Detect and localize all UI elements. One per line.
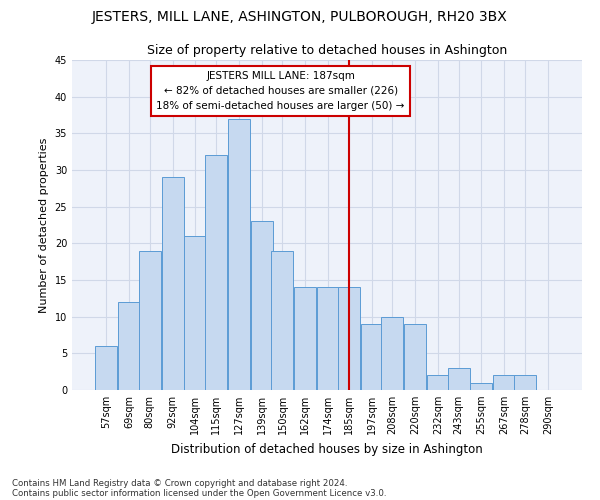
Title: Size of property relative to detached houses in Ashington: Size of property relative to detached ho… — [147, 44, 507, 58]
Bar — [448, 368, 470, 390]
Bar — [493, 376, 515, 390]
Bar — [294, 288, 316, 390]
Bar — [161, 178, 184, 390]
Bar — [382, 316, 403, 390]
Bar — [361, 324, 383, 390]
Text: Contains HM Land Registry data © Crown copyright and database right 2024.: Contains HM Land Registry data © Crown c… — [12, 478, 347, 488]
Text: Contains public sector information licensed under the Open Government Licence v3: Contains public sector information licen… — [12, 488, 386, 498]
Text: JESTERS, MILL LANE, ASHINGTON, PULBOROUGH, RH20 3BX: JESTERS, MILL LANE, ASHINGTON, PULBOROUG… — [92, 10, 508, 24]
Text: JESTERS MILL LANE: 187sqm
← 82% of detached houses are smaller (226)
18% of semi: JESTERS MILL LANE: 187sqm ← 82% of detac… — [157, 71, 405, 110]
Bar — [118, 302, 140, 390]
Bar — [338, 288, 360, 390]
Bar — [251, 222, 272, 390]
Bar — [139, 250, 161, 390]
X-axis label: Distribution of detached houses by size in Ashington: Distribution of detached houses by size … — [171, 442, 483, 456]
Bar — [271, 250, 293, 390]
Bar — [205, 156, 227, 390]
Bar — [427, 376, 449, 390]
Bar — [184, 236, 206, 390]
Bar — [228, 118, 250, 390]
Bar — [317, 288, 339, 390]
Y-axis label: Number of detached properties: Number of detached properties — [39, 138, 49, 312]
Bar — [95, 346, 117, 390]
Bar — [470, 382, 493, 390]
Bar — [404, 324, 426, 390]
Bar — [514, 376, 536, 390]
